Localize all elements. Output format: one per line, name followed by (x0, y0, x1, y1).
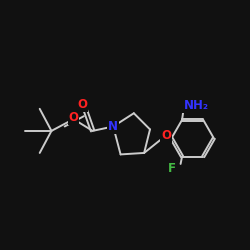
Text: O: O (68, 111, 78, 124)
Text: F: F (168, 162, 176, 175)
Text: O: O (161, 129, 171, 142)
Text: N: N (108, 120, 118, 133)
Text: O: O (77, 98, 87, 111)
Text: NH₂: NH₂ (184, 99, 208, 112)
